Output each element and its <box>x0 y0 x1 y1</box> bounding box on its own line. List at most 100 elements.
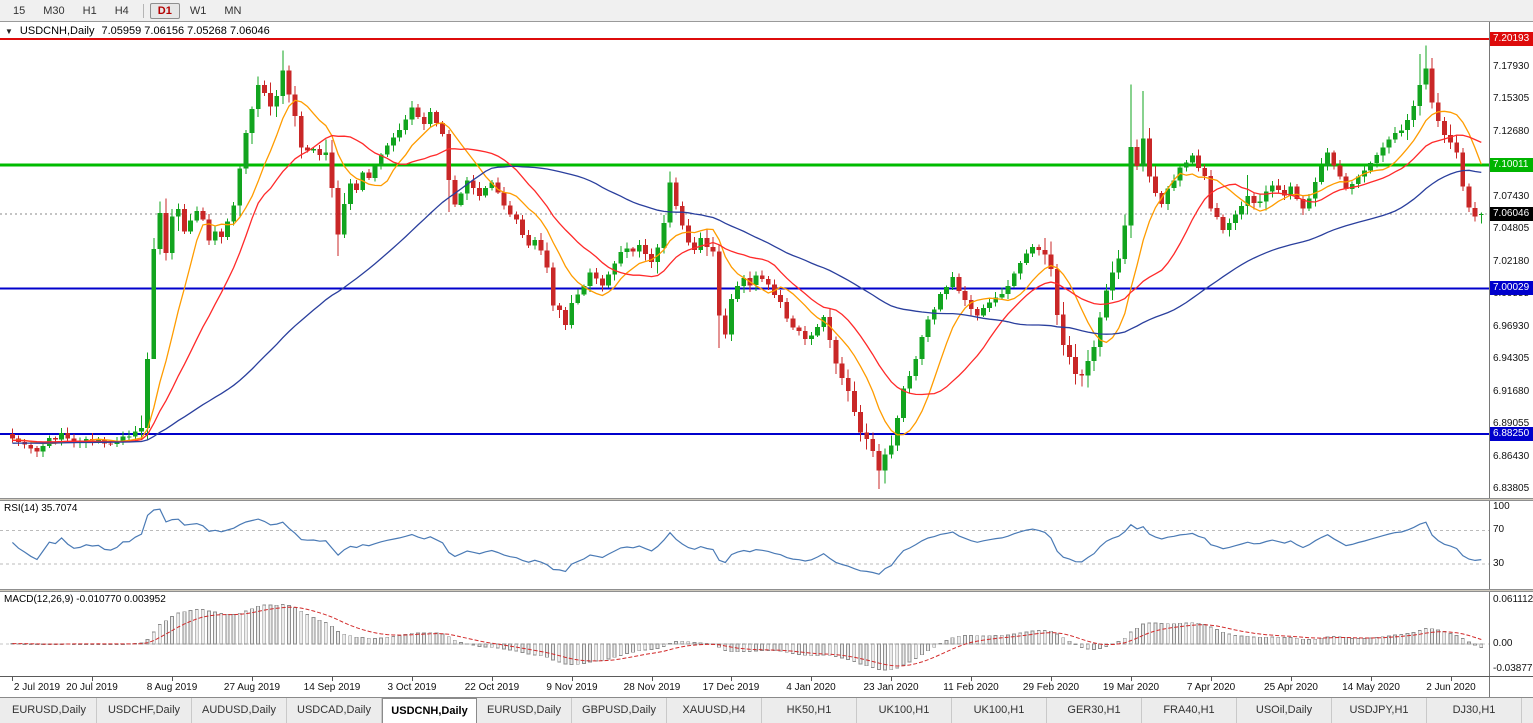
time-axis-label: 14 May 2020 <box>1342 682 1400 693</box>
macd-chart-canvas[interactable] <box>0 592 1489 676</box>
time-axis-label: 23 Jan 2020 <box>863 682 919 693</box>
time-axis-label: 17 Dec 2019 <box>702 682 760 693</box>
time-axis[interactable]: 2 Jul 2019 20 Jul 2019 8 Aug 2019 27 Aug 20… <box>0 676 1533 697</box>
time-axis-label: 27 Aug 2019 <box>223 682 281 693</box>
macd-label: MACD(12,26,9) -0.010770 0.003952 <box>4 594 166 605</box>
price-axis-label: 6.83805 <box>1493 483 1530 494</box>
time-axis-label: 29 Feb 2020 <box>1022 682 1080 693</box>
macd-axis-label: 0.00 <box>1493 638 1513 649</box>
time-axis-label: 8 Aug 2019 <box>146 682 198 693</box>
time-tick <box>572 677 573 681</box>
time-tick <box>1451 677 1452 681</box>
chart-tab-GBPUSD-Daily[interactable]: GBPUSD,Daily <box>572 698 667 723</box>
rsi-chart-canvas[interactable] <box>0 501 1489 589</box>
timeframe-toolbar: 15 M30 H1 H4 D1 W1 MN <box>0 0 1533 22</box>
chart-window: ▼ USDCNH,Daily 7.05959 7.06156 7.05268 7… <box>0 22 1533 697</box>
time-axis-label: 11 Feb 2020 <box>943 682 999 693</box>
time-axis-label: 3 Oct 2019 <box>387 682 437 693</box>
chart-tab-DJ30-H1[interactable]: DJ30,H1 <box>1427 698 1522 723</box>
price-axis-label: 6.91680 <box>1493 386 1530 397</box>
chart-tab-UK100-H1[interactable]: UK100,H1 <box>857 698 952 723</box>
price-chart-canvas[interactable] <box>0 22 1489 498</box>
price-axis-label: 7.15305 <box>1493 93 1530 104</box>
period-button-MN[interactable]: MN <box>224 4 242 17</box>
macd-pane[interactable]: MACD(12,26,9) -0.010770 0.003952 0.06111… <box>0 592 1533 676</box>
chart-tab-AUDUSD-Daily[interactable]: AUDUSD,Daily <box>192 698 287 723</box>
chart-title: ▼ USDCNH,Daily 7.05959 7.06156 7.05268 7… <box>5 25 270 37</box>
period-button-W1[interactable]: W1 <box>189 4 207 17</box>
chart-tab-USOil-Daily[interactable]: USOil,Daily <box>1237 698 1332 723</box>
time-axis-corner <box>1489 677 1533 697</box>
rsi-pane[interactable]: RSI(14) 35.7074 100 70 30 <box>0 501 1533 589</box>
price-axis-label: 6.86430 <box>1493 451 1530 462</box>
chart-tab-HK50-H1[interactable]: HK50,H1 <box>762 698 857 723</box>
time-tick <box>412 677 413 681</box>
chart-tab-USDCAD-Daily[interactable]: USDCAD,Daily <box>287 698 382 723</box>
time-axis-label: 19 Mar 2020 <box>1102 682 1160 693</box>
price-axis-badge: 7.10011 <box>1490 158 1533 172</box>
time-tick <box>1211 677 1212 681</box>
time-tick <box>172 677 173 681</box>
rsi-axis: 100 70 30 <box>1489 501 1533 589</box>
macd-axis: 0.061112 0.00 -0.038777 <box>1489 592 1533 676</box>
price-axis-label: 7.04805 <box>1493 223 1530 234</box>
price-axis-badge: 7.20193 <box>1490 32 1533 46</box>
price-axis-label: 6.96930 <box>1493 321 1530 332</box>
chart-tabbar: EURUSD,Daily USDCHF,Daily AUDUSD,Daily USDC… <box>0 697 1533 723</box>
price-axis-badge: 6.88250 <box>1490 427 1533 441</box>
price-axis-badge: 7.06046 <box>1490 207 1533 221</box>
time-tick <box>12 677 13 681</box>
rsi-label: RSI(14) 35.7074 <box>4 503 78 514</box>
time-axis-label: 28 Nov 2019 <box>623 682 681 693</box>
price-axis-label: 7.17930 <box>1493 61 1530 72</box>
chart-tab-UK100-H1[interactable]: UK100,H1 <box>952 698 1047 723</box>
time-tick <box>811 677 812 681</box>
time-tick <box>1131 677 1132 681</box>
macd-axis-label: -0.038777 <box>1493 663 1533 674</box>
period-button-H4[interactable]: H4 <box>114 4 129 17</box>
price-pane[interactable]: ▼ USDCNH,Daily 7.05959 7.06156 7.05268 7… <box>0 22 1533 498</box>
time-axis-label: 2 Jun 2020 <box>1426 682 1476 693</box>
time-axis-label: 14 Sep 2019 <box>303 682 361 693</box>
macd-axis-label: 0.061112 <box>1493 594 1533 605</box>
chart-tab-FRA40-H1[interactable]: FRA40,H1 <box>1142 698 1237 723</box>
time-tick <box>971 677 972 681</box>
time-axis-label: 2 Jul 2019 <box>13 682 61 693</box>
time-tick <box>92 677 93 681</box>
time-axis-label: 7 Apr 2020 <box>1186 682 1236 693</box>
rsi-axis-label: 30 <box>1493 558 1505 569</box>
price-axis-label: 6.89055 <box>1493 418 1530 429</box>
time-axis-label: 9 Nov 2019 <box>546 682 598 693</box>
time-tick <box>1051 677 1052 681</box>
time-tick <box>1371 677 1372 681</box>
chevron-down-icon[interactable]: ▼ <box>5 26 13 36</box>
time-tick <box>652 677 653 681</box>
time-axis-label: 4 Jan 2020 <box>786 682 836 693</box>
toolbar-separator <box>142 3 144 18</box>
time-axis-label: 22 Oct 2019 <box>464 682 520 693</box>
chart-tab-USDCNH-Daily[interactable]: USDCNH,Daily <box>382 698 477 723</box>
time-tick <box>252 677 253 681</box>
chart-tab-GER30-H1[interactable]: GER30,H1 <box>1047 698 1142 723</box>
chart-tab-USDJPY-H1[interactable]: USDJPY,H1 <box>1332 698 1427 723</box>
chart-tab-USDCHF-Daily[interactable]: USDCHF,Daily <box>97 698 192 723</box>
price-axis-badge: 7.00029 <box>1490 281 1533 295</box>
price-axis-label: 7.02180 <box>1493 256 1530 267</box>
period-button-M30[interactable]: M30 <box>43 4 65 17</box>
period-button-D1[interactable]: D1 <box>149 2 180 19</box>
chart-tab-EURUSD-Daily[interactable]: EURUSD,Daily <box>2 698 97 723</box>
chart-tab-XAUUSD-H4[interactable]: XAUUSD,H4 <box>667 698 762 723</box>
time-tick <box>492 677 493 681</box>
rsi-axis-label: 70 <box>1493 524 1505 535</box>
period-button-15[interactable]: 15 <box>13 4 26 17</box>
pane-splitter-2[interactable] <box>0 589 1533 592</box>
time-axis-label: 20 Jul 2019 <box>66 682 118 693</box>
symbol-period-label: USDCNH,Daily <box>19 25 95 37</box>
time-axis-label: 25 Apr 2020 <box>1264 682 1318 693</box>
chart-tab-EURUSD-Daily[interactable]: EURUSD,Daily <box>477 698 572 723</box>
pane-splitter-1[interactable] <box>0 498 1533 501</box>
price-axis-label: 6.94305 <box>1493 353 1530 364</box>
period-button-H1[interactable]: H1 <box>82 4 97 17</box>
price-axis[interactable]: 7.17930 7.15305 7.12680 7.07430 7.04805 7.021… <box>1489 22 1533 498</box>
